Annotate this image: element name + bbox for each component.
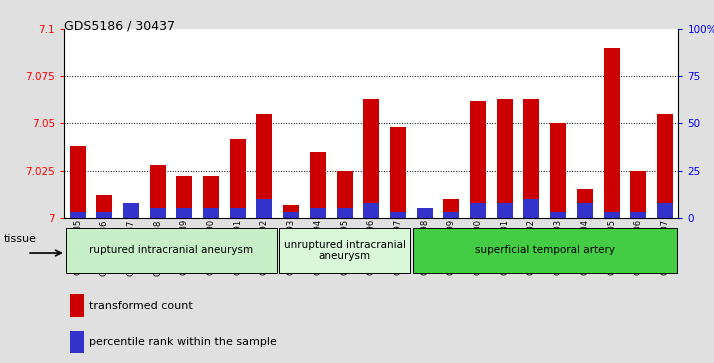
Bar [523, 199, 540, 218]
Text: percentile rank within the sample: percentile rank within the sample [89, 337, 277, 347]
Bar [630, 212, 646, 218]
Text: superficial temporal artery: superficial temporal artery [475, 245, 615, 256]
Bar [96, 195, 112, 218]
Text: ruptured intracranial aneurysm: ruptured intracranial aneurysm [89, 245, 253, 256]
Bar [390, 127, 406, 218]
Bar [603, 212, 620, 218]
Bar [550, 212, 566, 218]
Bar [390, 212, 406, 218]
Bar [417, 208, 433, 218]
Text: transformed count: transformed count [89, 301, 193, 310]
Text: unruptured intracranial
aneurysm: unruptured intracranial aneurysm [283, 240, 406, 261]
Bar [150, 208, 166, 218]
Bar [336, 171, 353, 218]
Bar [523, 99, 540, 218]
Bar [443, 212, 459, 218]
Bar [150, 165, 166, 218]
Bar [203, 208, 219, 218]
Bar [279, 228, 410, 273]
Bar [417, 208, 433, 218]
Bar [283, 205, 299, 218]
Bar [176, 176, 192, 218]
Bar [497, 203, 513, 218]
Bar [69, 146, 86, 218]
Bar [363, 203, 379, 218]
Bar [577, 203, 593, 218]
Bar [203, 176, 219, 218]
Bar [176, 208, 192, 218]
Bar [256, 114, 273, 218]
Bar [336, 208, 353, 218]
Text: tissue: tissue [4, 234, 36, 244]
Bar [69, 212, 86, 218]
Bar [577, 189, 593, 218]
Bar [413, 228, 677, 273]
Bar [470, 203, 486, 218]
Bar [603, 48, 620, 218]
Bar [657, 203, 673, 218]
Bar [470, 101, 486, 218]
Bar [550, 123, 566, 218]
Bar [71, 294, 84, 317]
Bar [66, 228, 276, 273]
Bar [497, 99, 513, 218]
Bar [310, 152, 326, 218]
Bar [230, 208, 246, 218]
Bar [230, 139, 246, 218]
Bar [310, 208, 326, 218]
Bar [96, 212, 112, 218]
Bar [443, 199, 459, 218]
Bar [123, 203, 139, 218]
Text: GDS5186 / 30437: GDS5186 / 30437 [64, 20, 175, 33]
Bar [283, 212, 299, 218]
Bar [630, 171, 646, 218]
Bar [71, 331, 84, 354]
Bar [657, 114, 673, 218]
Bar [123, 207, 139, 218]
Bar [363, 99, 379, 218]
Bar [256, 199, 273, 218]
